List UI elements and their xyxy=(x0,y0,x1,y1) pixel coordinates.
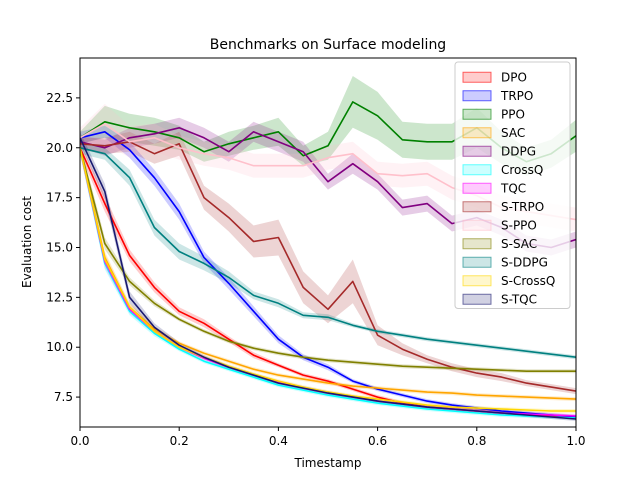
legend: DPO TRPO PPO SAC DDPG CrossQ TQC S-TRPO S-PPO S-S… xyxy=(454,61,571,309)
x-tick-label: 0.4 xyxy=(269,434,288,448)
legend-label-ppo: PPO xyxy=(501,107,525,121)
legend-swatch-ppo xyxy=(462,108,492,120)
legend-swatch-s-sac xyxy=(462,238,492,250)
legend-swatch-ddpg xyxy=(462,145,492,157)
x-tick-label: 1.0 xyxy=(566,434,585,448)
plot-frame xyxy=(79,57,577,428)
y-axis: 7.5 10.0 12.5 15.0 17.5 20.0 22.5 xyxy=(46,91,80,404)
band-ddpg xyxy=(80,117,576,256)
legend-label-ddpg: DDPG xyxy=(501,144,536,158)
line-crossq xyxy=(80,147,576,419)
legend-label-s-ppo: S-PPO xyxy=(501,218,537,232)
y-tick-label: 12.5 xyxy=(46,290,73,304)
legend-swatch-s-ppo xyxy=(462,219,492,231)
chart-title: Benchmarks on Surface modeling xyxy=(210,37,446,53)
x-tick-label: 0.6 xyxy=(368,434,387,448)
line-trpo xyxy=(80,131,576,418)
legend-label-s-crossq: S-CrossQ xyxy=(501,274,555,288)
y-tick-label: 15.0 xyxy=(46,240,73,254)
legend-label-dpo: DPO xyxy=(501,70,527,84)
legend-label-sac: SAC xyxy=(501,126,525,140)
legend-box xyxy=(454,61,571,309)
line-s-crossq xyxy=(80,147,576,412)
legend-swatch-s-crossq xyxy=(462,275,492,287)
legend-label-s-trpo: S-TRPO xyxy=(501,200,544,214)
y-tick-label: 17.5 xyxy=(46,191,73,205)
legend-swatch-s-trpo xyxy=(462,201,492,213)
legend-label-trpo: TRPO xyxy=(500,89,533,103)
legend-swatch-crossq xyxy=(462,164,492,176)
y-tick-label: 22.5 xyxy=(46,91,73,105)
legend-swatch-s-tqc xyxy=(462,293,492,305)
band-trpo xyxy=(80,125,576,420)
y-tick-label: 7.5 xyxy=(54,390,73,404)
band-ppo xyxy=(80,76,576,176)
legend-label-s-ddpg: S-DDPG xyxy=(501,255,548,269)
y-axis-label: Evaluation cost xyxy=(20,196,34,288)
legend-label-crossq: CrossQ xyxy=(501,163,543,177)
line-s-tqc xyxy=(80,137,576,420)
legend-label-s-tqc: S-TQC xyxy=(501,292,537,306)
x-tick-label: 0.0 xyxy=(70,434,89,448)
legend-swatch-dpo xyxy=(462,71,492,83)
x-axis-label: Timestamp xyxy=(294,456,362,470)
legend-label-tqc: TQC xyxy=(500,181,526,195)
band-s-ppo xyxy=(80,103,576,232)
legend-swatch-s-ddpg xyxy=(462,256,492,268)
legend-swatch-sac xyxy=(462,127,492,139)
x-tick-label: 0.2 xyxy=(170,434,189,448)
y-tick-label: 10.0 xyxy=(46,340,73,354)
line-s-ddpg xyxy=(80,147,576,358)
x-tick-label: 0.8 xyxy=(467,434,486,448)
line-s-sac xyxy=(80,147,576,373)
line-s-trpo xyxy=(80,141,576,392)
x-axis: 0.0 0.2 0.4 0.6 0.8 1.0 xyxy=(70,427,586,448)
y-tick-label: 20.0 xyxy=(46,141,73,155)
legend-label-s-sac: S-SAC xyxy=(501,237,537,251)
legend-swatch-trpo xyxy=(462,90,492,102)
legend-swatch-tqc xyxy=(462,182,492,194)
